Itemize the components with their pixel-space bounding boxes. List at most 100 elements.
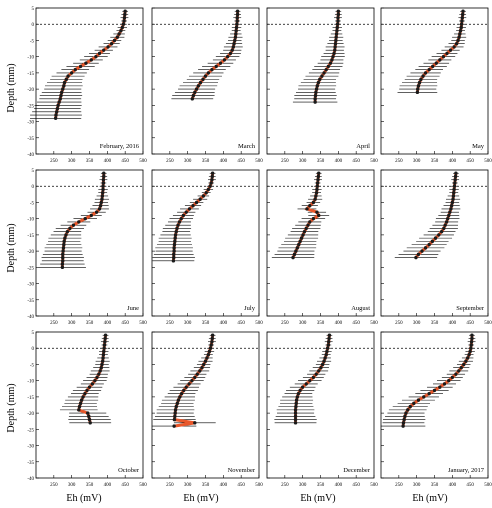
- data-point: [83, 391, 87, 396]
- data-point: [308, 378, 312, 383]
- x-tick-label: 350: [86, 483, 94, 488]
- data-point: [449, 207, 453, 211]
- data-point: [191, 93, 196, 98]
- y-axis-label-row2: Depth (mm): [6, 223, 17, 272]
- data-point: [190, 97, 195, 101]
- x-axis-label-col2: Eh (mV): [183, 493, 218, 504]
- data-point: [317, 213, 321, 218]
- data-point: [295, 246, 300, 250]
- x-tick-label: 350: [317, 483, 325, 488]
- panel-title: January, 2017: [448, 467, 485, 474]
- data-point: [98, 369, 102, 373]
- x-tick-label: 350: [86, 159, 94, 164]
- data-point: [172, 417, 177, 422]
- data-point: [305, 207, 309, 211]
- panel-frame: [380, 331, 489, 479]
- data-point: [57, 100, 61, 104]
- data-point: [314, 90, 318, 95]
- data-point: [423, 71, 428, 75]
- x-tick-label: 450: [237, 159, 245, 164]
- data-point: [106, 45, 110, 49]
- data-point: [101, 184, 105, 188]
- data-point: [454, 41, 459, 46]
- data-point: [311, 216, 316, 221]
- data-point: [87, 414, 91, 419]
- x-tick-label: 500: [139, 159, 147, 164]
- data-point: [210, 178, 214, 182]
- data-point: [334, 35, 338, 39]
- data-point: [324, 353, 328, 357]
- data-point: [301, 233, 305, 237]
- data-point: [333, 41, 338, 46]
- data-point: [448, 48, 453, 52]
- data-point: [327, 333, 332, 337]
- data-point: [441, 54, 446, 59]
- data-point: [420, 249, 424, 253]
- y-tick-label: -40: [27, 315, 34, 320]
- x-tick-label: 300: [413, 321, 421, 326]
- x-tick-label: 300: [184, 483, 192, 488]
- x-tick-label: 250: [281, 483, 289, 488]
- data-point: [122, 19, 126, 23]
- data-point: [465, 356, 470, 360]
- y-tick-label: -15: [27, 396, 34, 401]
- x-tick-label: 350: [202, 483, 210, 488]
- panel-frame: [35, 169, 144, 317]
- error-bars: [397, 10, 467, 93]
- x-tick-label: 500: [370, 159, 378, 164]
- data-point: [445, 51, 449, 56]
- x-axis-label-col1: Eh (mV): [66, 493, 101, 504]
- data-point: [460, 19, 464, 23]
- x-tick-label: 300: [413, 159, 421, 164]
- error-bars: [38, 172, 110, 268]
- x-tick-label: 400: [449, 321, 457, 326]
- data-point: [71, 223, 76, 227]
- data-point: [102, 346, 106, 350]
- data-point: [315, 181, 320, 185]
- data-point: [233, 35, 238, 39]
- x-tick-label: 450: [352, 159, 360, 164]
- data-point: [459, 22, 464, 26]
- x-tick-label: 250: [395, 321, 403, 326]
- data-point: [316, 174, 321, 179]
- data-point: [335, 22, 340, 26]
- x-tick-label: 300: [299, 159, 307, 164]
- panel-frame: [151, 7, 260, 155]
- y-tick-label: -30: [27, 283, 34, 288]
- x-tick-label: 500: [255, 483, 263, 488]
- panel-9: 5 0 -5 -10 -15 -20 -25 -30 -35 -40 250 300 350 400 450…: [27, 331, 147, 488]
- data-point: [210, 336, 214, 341]
- y-tick-label: -20: [27, 412, 34, 417]
- data-point: [97, 207, 102, 211]
- data-point: [86, 411, 90, 415]
- data-point: [198, 369, 202, 373]
- data-point: [304, 382, 308, 386]
- data-point: [53, 116, 58, 121]
- panel-1: 5 0 -5 -10 -15 -20 -25 -30 -35 -40 250 300 350 400 450…: [27, 7, 147, 164]
- data-point: [210, 340, 214, 344]
- data-point: [458, 32, 462, 36]
- data-point: [450, 375, 455, 380]
- data-point: [326, 64, 331, 69]
- data-point: [175, 226, 179, 231]
- data-point: [454, 171, 458, 175]
- x-tick-label: 450: [352, 321, 360, 326]
- x-tick-label: 400: [335, 321, 343, 326]
- data-point: [209, 181, 213, 185]
- x-tick-label: 250: [395, 483, 403, 488]
- y-tick-label: -10: [27, 218, 34, 223]
- data-point: [315, 184, 319, 188]
- data-point: [323, 356, 327, 360]
- data-point: [88, 421, 92, 425]
- x-tick-label: 350: [317, 159, 325, 164]
- y-tick-label: -5: [30, 201, 35, 206]
- data-point: [59, 93, 63, 98]
- data-point: [61, 255, 65, 260]
- data-point: [322, 359, 326, 363]
- data-point: [87, 385, 92, 389]
- data-point: [210, 333, 215, 337]
- x-tick-label: 450: [352, 483, 360, 488]
- data-point: [177, 220, 182, 224]
- data-point: [317, 369, 321, 373]
